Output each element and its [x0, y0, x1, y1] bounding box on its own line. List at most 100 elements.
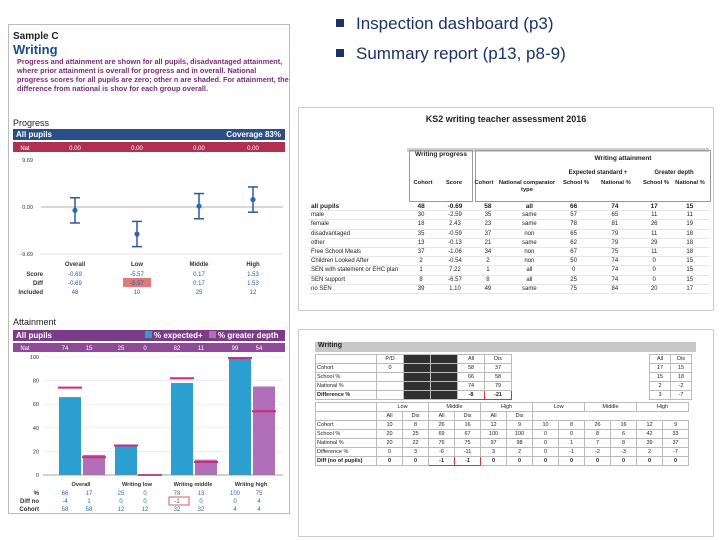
report-cell: 2 [404, 256, 438, 267]
summary-cell: 12 [636, 420, 663, 430]
sub-head: Dis [454, 411, 481, 421]
report-row: disadvantaged 35 -0.59 37 non 65 79 11 18 [309, 229, 709, 239]
report-cell: 75 [591, 247, 638, 258]
band-label: Low [532, 402, 585, 412]
progress-point [250, 196, 256, 203]
summary-cell [376, 381, 404, 391]
summary-top-table: P/D All Dis Cohort 0 58 37 School % 66 58 National… [315, 354, 512, 400]
report-cell: 18 [404, 219, 438, 230]
group-label: High [246, 262, 260, 268]
sample-dashboard-panel: Sample C Writing Progress and attainment… [8, 24, 290, 514]
report-cell: 49 [472, 284, 504, 294]
sample-description: Progress and attainment are shown for al… [17, 57, 289, 93]
group-label: Middle [190, 262, 210, 268]
row-value: -4 [62, 499, 68, 505]
report-row: other 13 -0.13 21 same 62 79 29 18 [309, 238, 709, 248]
report-cell: 74 [591, 265, 638, 276]
row-value: -0.69 [68, 272, 82, 278]
summary-dark-cell [403, 363, 431, 373]
row-label: Included [18, 290, 43, 294]
summary-cell: 16 [610, 420, 637, 430]
report-cell: 65 [555, 229, 592, 239]
summary-dark-cell [430, 354, 458, 364]
summary-cell: 9 [506, 420, 533, 430]
summary-cell: 37 [484, 363, 512, 373]
progress-header-box: Writing progress [409, 150, 473, 202]
subject-title: Writing [13, 42, 58, 57]
band-label: Low [376, 402, 429, 412]
report-cell: 0 [637, 265, 671, 276]
report-cell: 29 [637, 238, 671, 248]
summary-cell: 16 [454, 420, 481, 430]
legend-expected: % expected+ [145, 331, 203, 340]
summary-cell: 76 [428, 438, 455, 448]
report-row: male 30 -2.59 35 same 57 65 11 11 [309, 210, 709, 221]
summary-cell: 10 [376, 420, 403, 430]
progress-header-text: Writing progress [415, 151, 467, 158]
report-row-label: SEN support [309, 275, 405, 285]
report-col-head: National % [675, 180, 705, 186]
band-label: Middle [428, 402, 481, 412]
summary-cell: 42 [636, 429, 663, 439]
report-cell: 1 [404, 265, 438, 276]
report-cell: all [503, 265, 556, 276]
row-value: 0 [233, 499, 237, 505]
report-cell: non [503, 247, 556, 258]
summary-row-label: School % [315, 372, 377, 382]
summary-cell: 3 [402, 447, 429, 457]
summary-row-label: School % [315, 429, 377, 439]
row-value: 66 [62, 491, 69, 497]
summary-report-panel: Writing P/D All Dis Cohort 0 58 37 School % 66 58… [298, 329, 714, 537]
summary-cell: 0 [532, 429, 559, 439]
summary-cell [376, 372, 404, 382]
y-tick: 100 [30, 355, 39, 361]
summary-dark-cell [430, 363, 458, 373]
group-label: Writing low [122, 482, 153, 488]
report-cell: 13 [404, 238, 438, 248]
summary-cell: -1 [454, 456, 481, 466]
sub-head: All [480, 411, 507, 421]
report-cell: non [503, 229, 556, 239]
band-label: High [636, 402, 689, 412]
report-cell: 35 [404, 229, 438, 239]
nat-value: 15 [86, 346, 93, 352]
summary-row-label: Cohort [315, 363, 377, 373]
group-label: Low [131, 262, 143, 268]
report-col-head: National comparator type [498, 180, 556, 193]
gd-head: All [649, 354, 671, 364]
summary-cell: 0 [558, 429, 585, 439]
row-value: 58 [86, 507, 93, 513]
legend-greater: % greater depth [209, 331, 278, 340]
report-cell: -0.13 [437, 238, 473, 248]
summary-cell: 2 [506, 447, 533, 457]
row-value: 10 [134, 290, 141, 294]
report-cell: 81 [591, 219, 638, 230]
row-value: 0.17 [193, 272, 205, 278]
band-label: Middle [584, 402, 637, 412]
report-cell: 30 [404, 210, 438, 221]
progress-point [196, 203, 202, 209]
report-cell: 2 [472, 256, 504, 267]
row-value: 4 [257, 507, 261, 513]
nat-value: 0.00 [193, 146, 205, 152]
row-value: 1 [87, 499, 91, 505]
summary-cell: 0 [376, 456, 403, 466]
y-tick: 20 [33, 449, 39, 455]
greater-depth-bar [83, 454, 105, 475]
gd-head-row: All Dis [649, 354, 692, 364]
report-cell: same [503, 284, 556, 294]
summary-cell: 66 [457, 372, 485, 382]
nat-value: 0.00 [69, 146, 81, 152]
row-value: 25 [196, 290, 203, 294]
summary-row-label: National % [315, 381, 377, 391]
nat-value: 0 [143, 346, 147, 352]
row-value: 100 [230, 491, 241, 497]
row-value: 25 [118, 491, 125, 497]
summary-cell: 20 [376, 438, 403, 448]
report-cell: 35 [472, 210, 504, 221]
report-cell: 62 [555, 238, 592, 248]
report-cell: 0 [637, 256, 671, 267]
summary-head: P/D [376, 354, 404, 364]
summary-dark-cell [403, 354, 431, 364]
sub-head: All [376, 411, 403, 421]
